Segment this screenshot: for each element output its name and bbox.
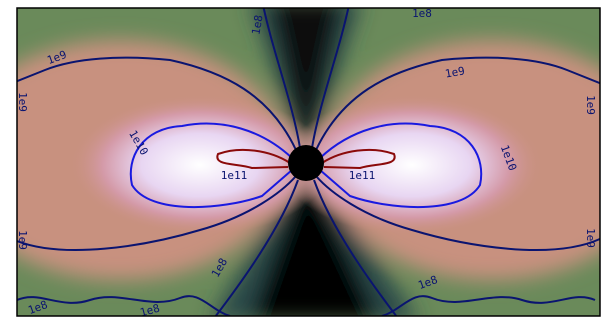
contour-label: 1e11 (221, 169, 248, 182)
contour-line (315, 56, 600, 151)
contour-label: 1e8 (412, 7, 432, 20)
contour-line (17, 175, 297, 251)
contour-label: 1e9 (584, 95, 597, 115)
contour-line (381, 295, 596, 316)
contour-line (17, 56, 297, 151)
contour-label: 1e8 (416, 273, 439, 292)
contour-label: 1e8 (249, 14, 265, 36)
contour-label: 1e9 (16, 230, 29, 250)
contour-label: 1e8 (139, 302, 162, 320)
central-mask (288, 145, 324, 181)
contour-line (214, 179, 299, 316)
contours (17, 8, 600, 316)
contour-line (129, 122, 293, 209)
contour-line (313, 179, 398, 316)
contour-line (311, 8, 350, 149)
contour-line (321, 148, 396, 170)
contour-label: 1e9 (444, 64, 466, 80)
contour-label: 1e9 (16, 92, 29, 112)
contour-line (17, 295, 231, 316)
contour-label: 1e11 (349, 169, 376, 182)
contour-line (262, 8, 301, 149)
frame (16, 7, 601, 317)
contour-label: 1e9 (45, 48, 68, 67)
contour-line (319, 122, 483, 209)
contour-line (315, 175, 600, 251)
contour-label: 1e8 (26, 298, 49, 317)
contour-line (216, 148, 291, 170)
contour-label: 1e9 (584, 228, 597, 248)
